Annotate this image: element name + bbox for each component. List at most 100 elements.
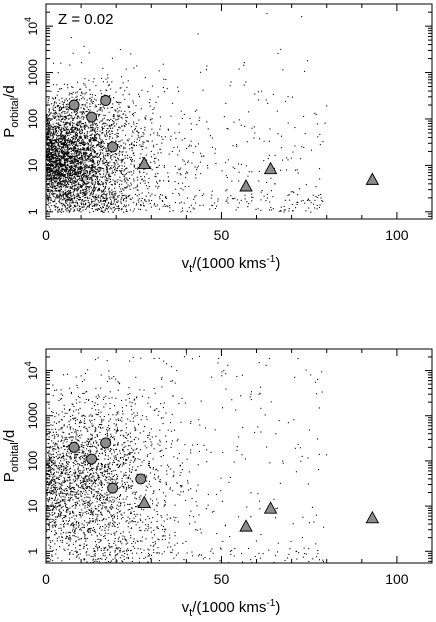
data-dot (289, 199, 291, 201)
data-dot (87, 155, 89, 157)
data-dot (86, 166, 88, 168)
data-dot (62, 116, 64, 118)
data-dot (62, 150, 64, 152)
data-dot (82, 181, 84, 183)
data-dot (81, 128, 83, 130)
data-dot (61, 168, 63, 170)
data-dot (125, 151, 127, 153)
data-dot (123, 194, 125, 196)
data-dot (46, 168, 48, 170)
data-dot (151, 140, 153, 142)
data-dot (128, 433, 130, 435)
data-dot (92, 180, 94, 182)
data-dot (76, 122, 78, 124)
data-dot (294, 169, 296, 171)
data-dot (75, 134, 77, 136)
data-dot (58, 148, 60, 150)
data-dot (62, 178, 64, 180)
data-dot (67, 151, 69, 153)
data-dot (80, 180, 82, 182)
data-dot (69, 122, 71, 124)
data-dot (48, 157, 50, 159)
data-dot (74, 157, 76, 159)
data-dot (55, 147, 57, 149)
data-dot (119, 170, 121, 172)
data-dot (81, 126, 83, 128)
data-dot (259, 138, 261, 140)
data-dot (58, 172, 60, 174)
data-dot (81, 177, 83, 179)
data-dot (65, 104, 67, 106)
data-dot (80, 130, 82, 132)
data-dot (105, 78, 107, 80)
data-dot (75, 438, 77, 440)
data-dot (61, 151, 63, 153)
data-dot (124, 180, 126, 182)
data-dot (56, 500, 58, 502)
data-dot (65, 179, 67, 181)
data-dot (70, 174, 72, 176)
data-dot (79, 111, 81, 113)
data-dot (128, 93, 130, 95)
data-dot (69, 124, 71, 126)
data-dot (64, 206, 66, 208)
data-dot (236, 199, 238, 201)
data-dot (63, 184, 65, 186)
data-dot (65, 123, 67, 125)
data-dot (100, 482, 102, 484)
data-dot (48, 436, 50, 438)
data-dot (179, 173, 181, 175)
data-dot (320, 197, 322, 199)
data-dot (67, 144, 69, 146)
data-dot (280, 48, 282, 50)
data-dot (127, 478, 129, 480)
data-dot (58, 104, 60, 106)
data-dot (78, 151, 80, 153)
data-dot (84, 153, 86, 155)
data-dot (68, 122, 70, 124)
data-dot (112, 115, 114, 117)
data-dot (124, 155, 126, 157)
data-dot (91, 419, 93, 421)
data-dot (71, 202, 73, 204)
y-tick-label: 1000 (26, 59, 40, 86)
data-dot (88, 399, 90, 401)
data-dot (81, 148, 83, 150)
data-dot (65, 152, 67, 154)
data-dot (140, 108, 142, 110)
data-dot (151, 554, 153, 556)
data-dot (69, 552, 71, 554)
data-dot (55, 127, 57, 129)
data-dot (201, 195, 203, 197)
data-dot (70, 192, 72, 194)
data-dot (53, 519, 55, 521)
data-dot (70, 208, 72, 210)
data-dot (75, 181, 77, 183)
data-dot (225, 102, 227, 104)
data-dot (79, 179, 81, 181)
data-dot (106, 130, 108, 132)
data-dot (113, 97, 115, 99)
data-dot (88, 191, 90, 193)
data-dot (82, 179, 84, 181)
data-dot (124, 453, 126, 455)
data-dot (143, 171, 145, 173)
data-dot (111, 124, 113, 126)
data-dot (67, 531, 69, 533)
data-dot (139, 137, 141, 139)
data-dot (126, 121, 128, 123)
data-dot (83, 174, 85, 176)
data-dot (85, 184, 87, 186)
data-dot (142, 135, 144, 137)
data-dot (115, 425, 117, 427)
data-dot (108, 181, 110, 183)
data-dot (121, 160, 123, 162)
data-dot (73, 197, 75, 199)
data-dot (63, 204, 65, 206)
data-dot (111, 192, 113, 194)
data-dot (59, 114, 61, 116)
data-dot (82, 139, 84, 141)
data-dot (103, 200, 105, 202)
data-dot (97, 403, 99, 405)
data-dot (244, 198, 246, 200)
